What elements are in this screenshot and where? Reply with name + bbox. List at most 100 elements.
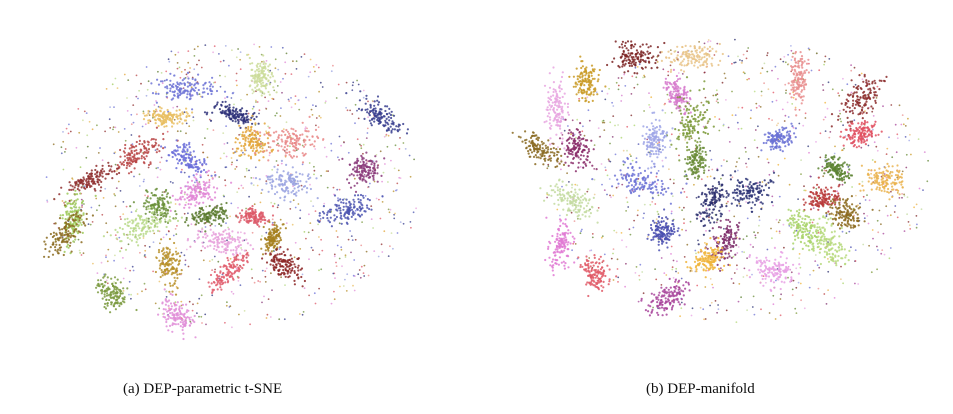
scatter-point (99, 147, 101, 149)
scatter-point (122, 290, 125, 292)
scatter-point (373, 100, 376, 103)
scatter-point (353, 162, 356, 165)
scatter-point (300, 56, 303, 58)
scatter-point (71, 185, 74, 188)
scatter-point (281, 188, 284, 191)
scatter-point (266, 176, 269, 179)
scatter-point (144, 123, 147, 126)
scatter-point (821, 165, 824, 168)
scatter-point (670, 111, 673, 114)
scatter-point (84, 187, 87, 190)
scatter-point (837, 92, 840, 95)
scatter-point (190, 316, 193, 319)
scatter-point (147, 220, 150, 223)
scatter-point (210, 92, 213, 96)
scatter-point (268, 243, 271, 246)
scatter-point (185, 152, 188, 156)
scatter-point (107, 248, 110, 251)
scatter-point (262, 66, 265, 69)
scatter-point (145, 230, 148, 233)
scatter-point (728, 209, 731, 212)
scatter-point (745, 151, 747, 153)
scatter-point (367, 172, 370, 175)
scatter-point (116, 231, 119, 234)
scatter-point (350, 215, 353, 218)
scatter-point (327, 219, 330, 222)
scatter-point (133, 149, 136, 153)
scatter-point (127, 243, 130, 246)
scatter-point (778, 230, 781, 233)
scatter-point (289, 155, 293, 158)
scatter-point (271, 180, 274, 183)
scatter-point (161, 262, 165, 265)
scatter-point (172, 316, 176, 319)
scatter-point (372, 178, 375, 181)
scatter-point (745, 166, 748, 168)
scatter-point (249, 130, 252, 133)
scatter-point (226, 216, 229, 219)
scatter-point (223, 195, 226, 198)
scatter-point (188, 146, 191, 149)
scatter-point (337, 204, 341, 207)
scatter-point (232, 260, 236, 263)
scatter-point (289, 175, 292, 178)
scatter-point (253, 219, 256, 222)
scatter-point (250, 146, 253, 149)
scatter-point (255, 99, 257, 102)
scatter-point (250, 268, 253, 271)
scatter-point (771, 195, 774, 198)
scatter-point (163, 254, 166, 257)
scatter-point (186, 193, 189, 196)
scatter-point (292, 60, 294, 63)
scatter-point (184, 119, 188, 122)
scatter-point (171, 311, 174, 314)
scatter-point (268, 82, 271, 85)
scatter-point (804, 112, 807, 115)
scatter-point (366, 160, 369, 163)
scatter-point (165, 207, 168, 210)
scatter-point (250, 116, 253, 119)
scatter-point (272, 264, 275, 267)
scatter-point (204, 44, 207, 46)
scatter-point (195, 187, 198, 190)
scatter-point (901, 170, 904, 173)
scatter-point (122, 277, 125, 280)
scatter-point (307, 231, 310, 234)
scatter-point (387, 127, 390, 130)
scatter-point (637, 209, 639, 212)
scatter-point (161, 194, 164, 197)
scatter-point (274, 185, 277, 188)
scatter-point (410, 226, 412, 229)
scatter-point (193, 68, 196, 71)
scatter-point (638, 274, 641, 277)
scatter-point (613, 229, 616, 232)
scatter-point (620, 136, 623, 139)
scatter-point (79, 252, 81, 254)
scatter-point (224, 252, 228, 255)
scatter-point (95, 197, 98, 200)
scatter-point (160, 197, 163, 200)
scatter-point (147, 195, 149, 198)
scatter-point (345, 198, 348, 201)
scatter-point (78, 216, 82, 219)
scatter-point (367, 112, 371, 115)
scatter-point (261, 70, 264, 73)
scatter-point (138, 185, 141, 187)
scatter-point (193, 240, 197, 243)
scatter-point (750, 109, 752, 112)
scatter-point (280, 107, 282, 109)
scatter-point (114, 163, 117, 166)
scatter-point (263, 92, 266, 95)
scatter-point (140, 222, 144, 225)
scatter-point (237, 48, 240, 50)
scatter-point (295, 137, 299, 140)
scatter-point (258, 73, 261, 76)
scatter-point (394, 144, 397, 147)
scatter-point (204, 313, 207, 316)
scatter-point (179, 146, 182, 149)
scatter-point (160, 107, 163, 110)
scatter-point (378, 198, 380, 201)
scatter-point (760, 94, 763, 97)
cluster-27 (157, 288, 197, 341)
scatter-point (366, 132, 369, 134)
